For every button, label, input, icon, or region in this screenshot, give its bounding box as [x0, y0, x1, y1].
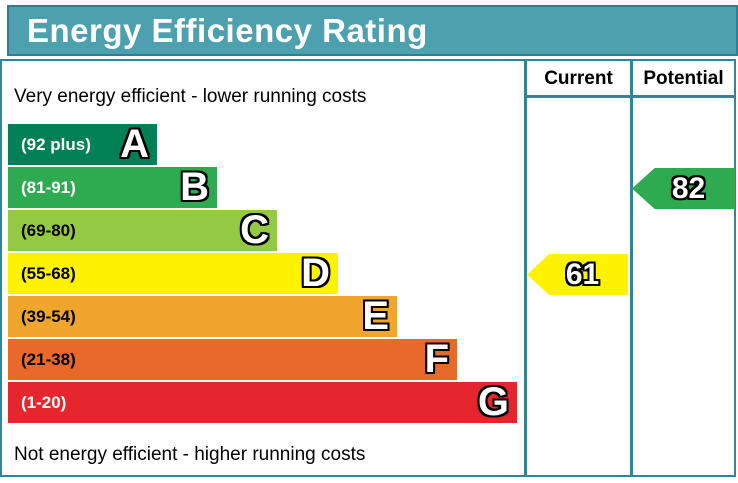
rating-band-g: (1-20) G: [8, 382, 517, 423]
bottom-note: Not energy efficient - higher running co…: [14, 444, 366, 465]
band-range-label: (21-38): [21, 349, 76, 369]
band-range-label: (92 plus): [21, 134, 91, 154]
band-letter: C: [240, 208, 269, 252]
rating-band-c: (69-80) C: [8, 210, 277, 251]
header-underline: [524, 95, 736, 98]
chart-title: Energy Efficiency Rating: [7, 5, 738, 56]
current-column-divider: [524, 59, 527, 477]
potential-column-divider: [630, 59, 633, 477]
band-letter: F: [424, 337, 449, 381]
chart-frame: [0, 59, 736, 477]
band-letter: A: [120, 122, 149, 166]
current-column-header: Current: [544, 68, 613, 89]
band-range-label: (39-54): [21, 306, 76, 326]
rating-band-b: (81-91) B: [8, 167, 217, 208]
potential-column-header: Potential: [643, 68, 724, 89]
rating-band-a: (92 plus) A: [8, 124, 157, 165]
band-range-label: (1-20): [21, 392, 67, 412]
band-range-label: (81-91): [21, 177, 76, 197]
band-letter: E: [362, 294, 389, 338]
top-note: Very energy efficient - lower running co…: [14, 86, 367, 107]
current-rating-marker: 61: [527, 254, 628, 295]
band-range-label: (69-80): [21, 220, 76, 240]
rating-band-e: (39-54) E: [8, 296, 397, 337]
rating-band-d: (55-68) D: [8, 253, 338, 294]
rating-band-f: (21-38) F: [8, 339, 457, 380]
band-letter: G: [477, 380, 509, 424]
potential-rating-marker: 82: [632, 168, 735, 209]
band-letter: D: [301, 251, 330, 295]
band-letter: B: [180, 165, 209, 209]
band-range-label: (55-68): [21, 263, 76, 283]
